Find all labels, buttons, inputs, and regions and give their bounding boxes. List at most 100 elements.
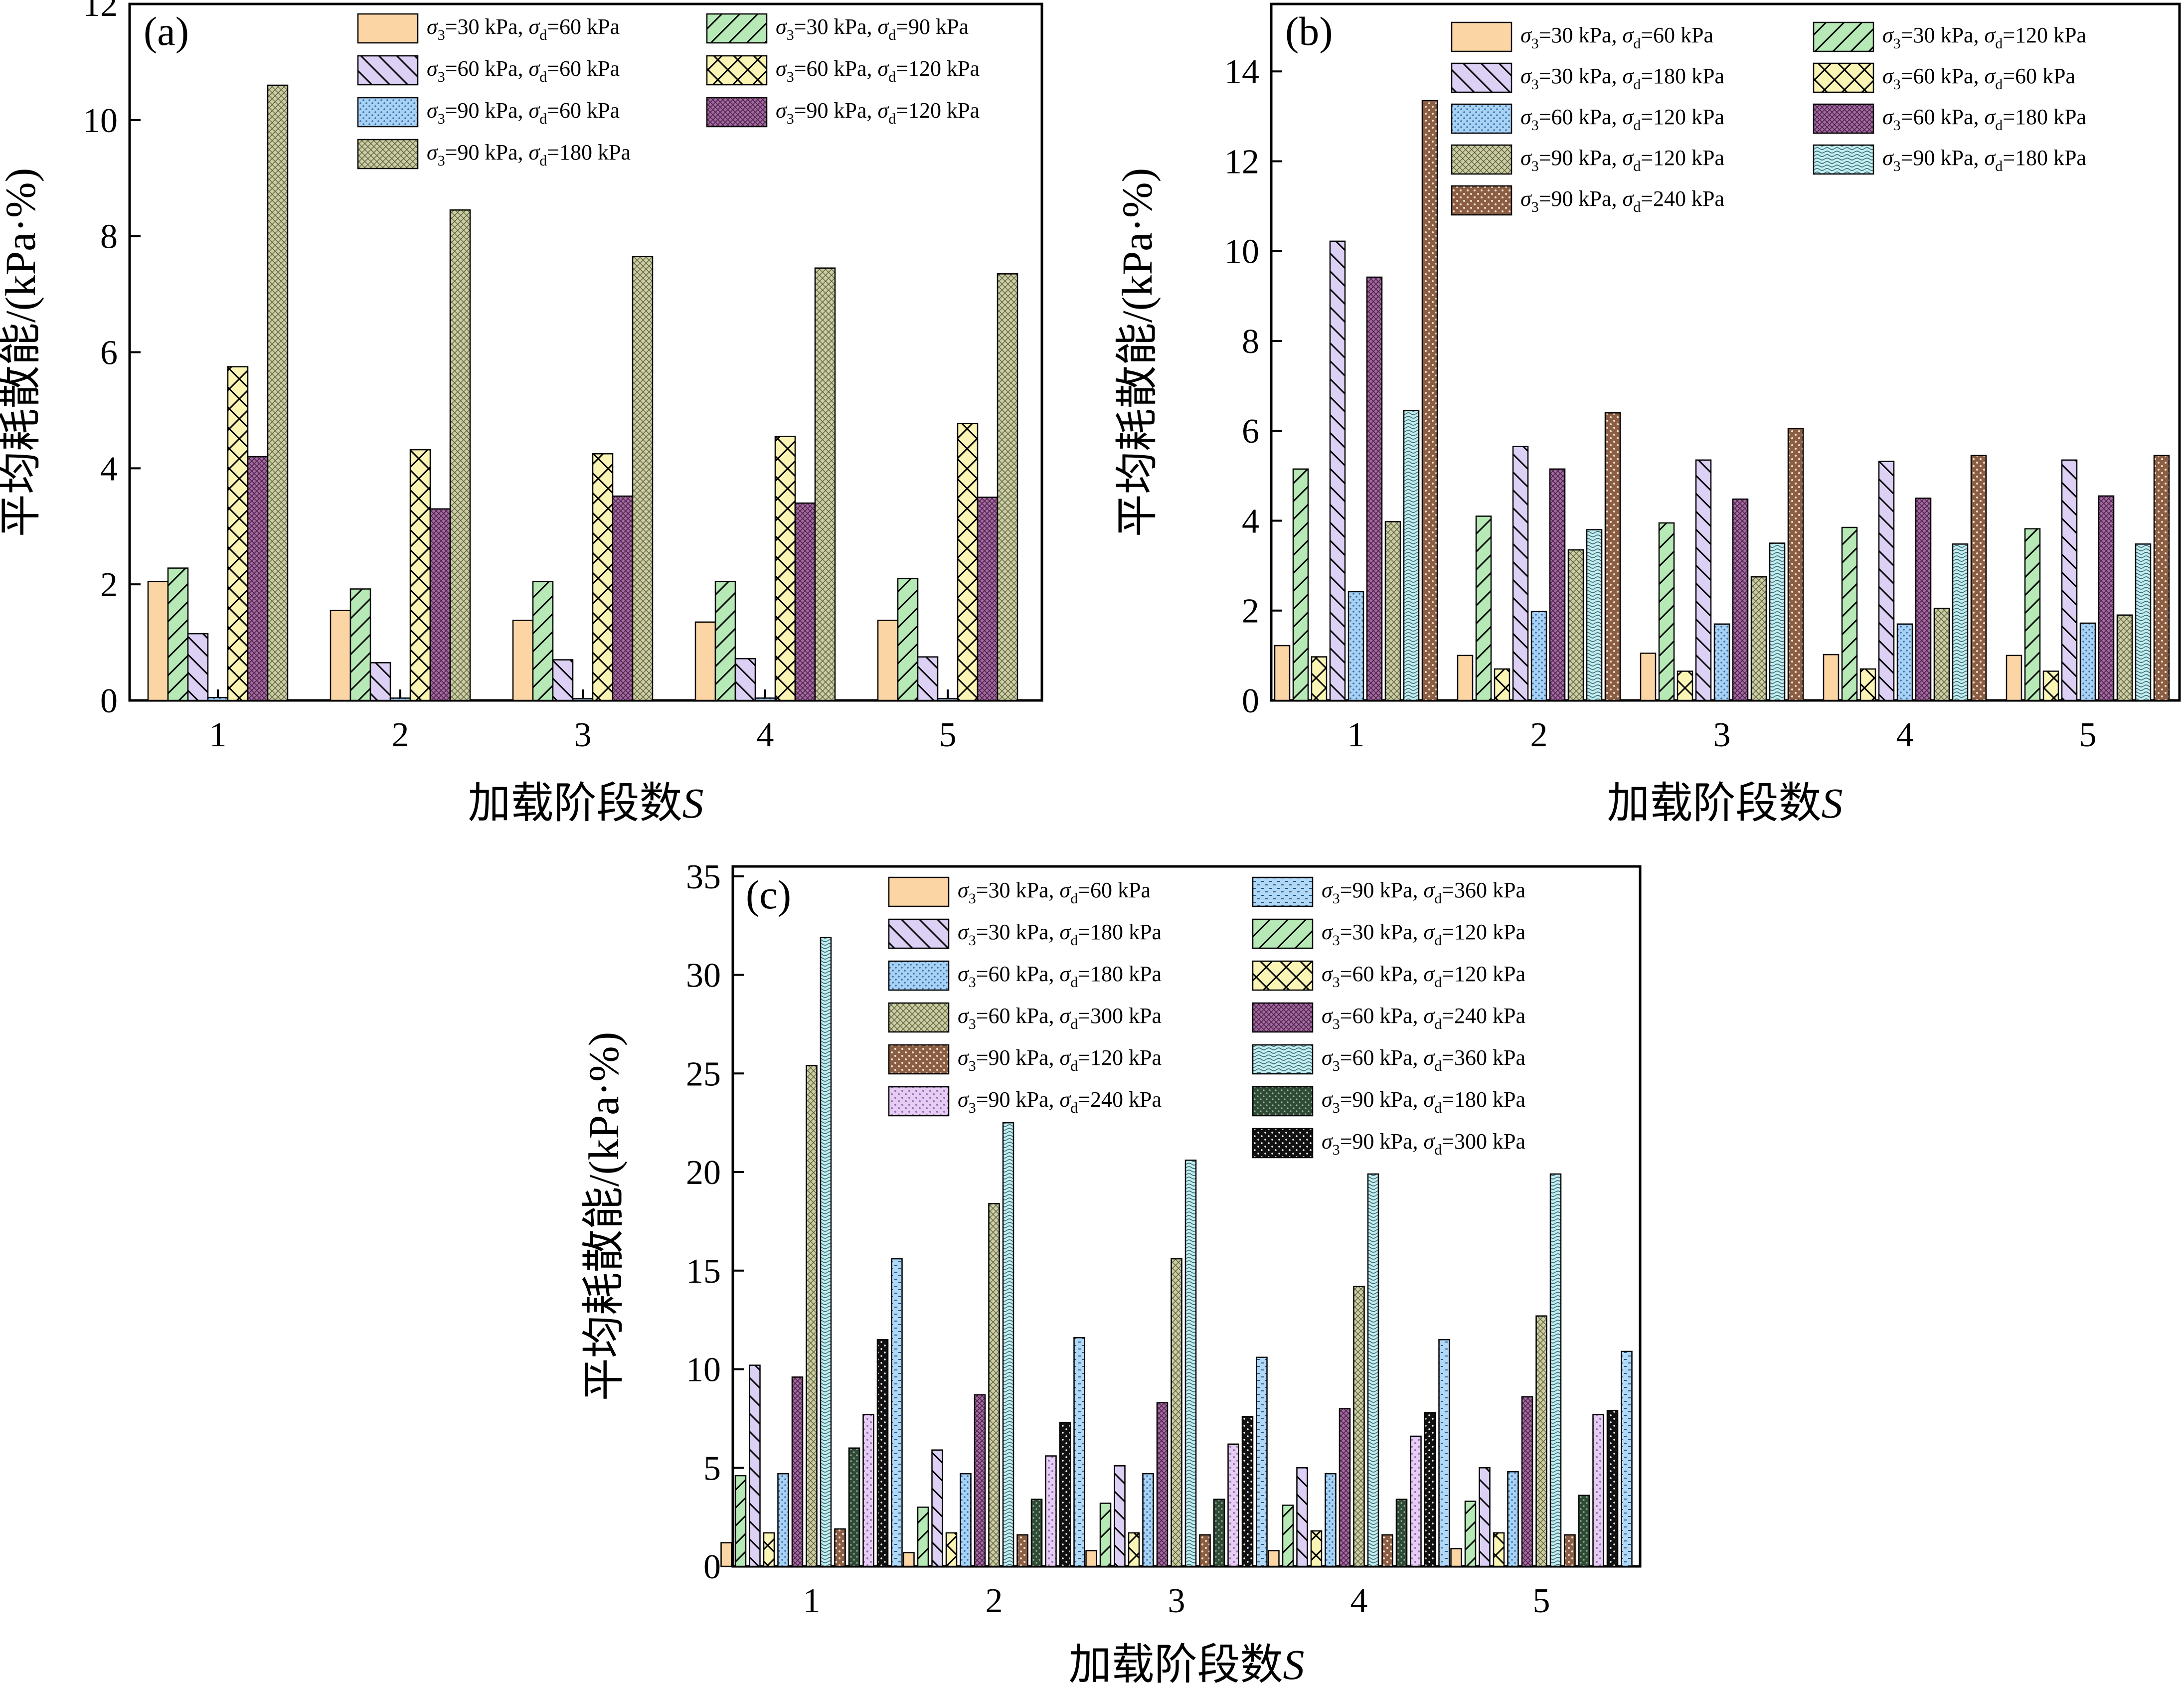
bar xyxy=(917,1507,929,1567)
bar xyxy=(876,1339,889,1567)
x-tick-label: 1 xyxy=(209,716,227,754)
bar xyxy=(763,1532,775,1567)
legend-swatch xyxy=(1813,62,1874,93)
bar xyxy=(1713,623,1730,701)
y-tick-label: 20 xyxy=(686,1154,721,1192)
bar xyxy=(814,267,836,701)
y-tick-label: 2 xyxy=(1242,592,1259,631)
legend-label: σ3=30 kPa, σd=60 kPa xyxy=(958,878,1151,907)
legend-swatch xyxy=(706,97,768,128)
bar xyxy=(429,508,451,701)
bar xyxy=(1199,1534,1211,1567)
panel-label: (a) xyxy=(144,8,189,54)
legend-swatch xyxy=(1813,21,1874,52)
x-tick-label: 1 xyxy=(1347,716,1365,754)
x-axis-label-var: S xyxy=(1822,779,1843,827)
bar xyxy=(1099,1503,1112,1567)
bar xyxy=(1171,1258,1182,1567)
y-axis-label: 平均耗散能/(kPa·%) xyxy=(580,1032,628,1401)
y-tick-label: 0 xyxy=(100,682,118,720)
bar xyxy=(1268,1550,1280,1567)
bar xyxy=(1030,1499,1043,1567)
bar xyxy=(774,436,796,701)
bar xyxy=(714,581,736,701)
bar xyxy=(2042,671,2059,701)
bar xyxy=(147,581,169,701)
bar xyxy=(1274,645,1291,701)
bar xyxy=(1059,1422,1071,1567)
bar xyxy=(917,656,939,701)
bar xyxy=(1732,498,1749,701)
bar xyxy=(267,84,289,701)
bar xyxy=(1421,100,1438,701)
y-tick-label: 15 xyxy=(686,1252,721,1291)
legend-swatch xyxy=(888,876,950,907)
bar xyxy=(2116,614,2133,701)
legend-label: σ3=30 kPa, σd=90 kPa xyxy=(776,14,969,43)
x-axis-label-var: S xyxy=(682,779,704,827)
legend-label: σ3=90 kPa, σd=360 kPa xyxy=(1322,878,1525,907)
legend-label: σ3=30 kPa, σd=180 kPa xyxy=(958,920,1162,949)
bar xyxy=(997,273,1018,701)
y-tick-label: 5 xyxy=(703,1449,721,1488)
bar xyxy=(720,1542,732,1567)
bar xyxy=(1403,410,1420,701)
bar xyxy=(1592,1414,1604,1567)
legend-swatch xyxy=(1252,918,1314,949)
bar xyxy=(806,1065,818,1567)
bar xyxy=(1494,668,1511,701)
bar xyxy=(449,209,471,701)
legend-label: σ3=60 kPa, σd=240 kPa xyxy=(1322,1004,1525,1032)
y-tick-label: 12 xyxy=(83,0,118,24)
bars xyxy=(147,84,1018,701)
legend-swatch xyxy=(1451,62,1512,93)
x-axis-label: 加载阶段数S xyxy=(1069,1641,1305,1689)
x-tick-label: 5 xyxy=(1533,1582,1550,1620)
bar xyxy=(1184,1160,1197,1567)
bar xyxy=(734,658,756,701)
bar xyxy=(632,256,654,701)
bar xyxy=(694,621,716,701)
legend-swatch xyxy=(1252,1128,1314,1159)
bar xyxy=(1521,1396,1533,1567)
legend-swatch xyxy=(357,97,419,128)
bar xyxy=(2079,622,2096,701)
bar xyxy=(512,620,534,701)
bar xyxy=(592,453,614,701)
y-tick-label: 0 xyxy=(703,1548,721,1586)
bar xyxy=(1787,428,1804,701)
bar xyxy=(612,495,634,701)
y-axis: 0 2 4 6 8 10 12 xyxy=(83,0,141,720)
bar xyxy=(1410,1435,1422,1567)
bar xyxy=(1395,1499,1408,1567)
x-tick-label: 5 xyxy=(939,716,957,754)
y-tick-label: 8 xyxy=(100,218,118,256)
bar xyxy=(1464,1501,1477,1567)
legend-label: σ3=60 kPa, σd=180 kPa xyxy=(958,962,1162,991)
bar xyxy=(1952,543,1969,701)
legend-label: σ3=90 kPa, σd=60 kPa xyxy=(427,98,620,127)
bar xyxy=(1859,668,1876,701)
bar xyxy=(1658,522,1675,701)
y-tick-label: 10 xyxy=(686,1351,721,1389)
legend-swatch xyxy=(1252,1002,1314,1033)
bar xyxy=(349,588,371,701)
bar xyxy=(877,620,899,701)
y-tick-label: 35 xyxy=(686,858,721,896)
legend-label: σ3=60 kPa, σd=120 kPa xyxy=(1520,105,1724,134)
legend-label: σ3=60 kPa, σd=360 kPa xyxy=(1322,1045,1525,1074)
bar xyxy=(1438,1339,1450,1567)
bar xyxy=(1156,1402,1169,1567)
x-tick-label: 2 xyxy=(1530,716,1548,754)
bar xyxy=(1016,1534,1028,1567)
bar xyxy=(2024,528,2041,701)
y-tick-label: 2 xyxy=(100,566,118,604)
legend-label: σ3=60 kPa, σd=180 kPa xyxy=(1882,105,2086,134)
bar xyxy=(2061,459,2078,701)
legend-swatch xyxy=(1252,960,1314,991)
bar xyxy=(1530,611,1547,701)
bar xyxy=(1142,1473,1154,1567)
bar xyxy=(247,456,269,701)
legend-swatch xyxy=(888,918,950,949)
bar xyxy=(1606,1410,1619,1567)
